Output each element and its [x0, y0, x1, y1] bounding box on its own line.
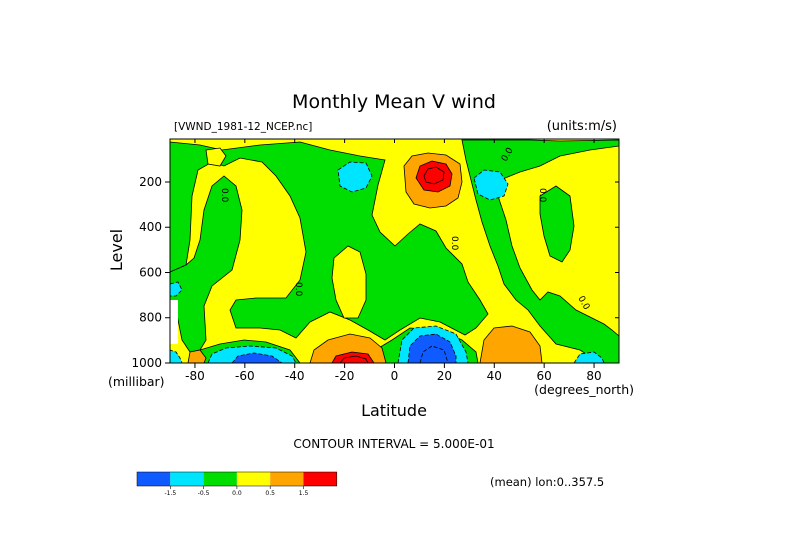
- zero-label: 0.0: [219, 188, 229, 203]
- legend-label: 1.5: [299, 490, 309, 497]
- cyan-edge-left-mid: [170, 281, 183, 297]
- y-axis-title: Level: [107, 229, 126, 271]
- file-label: [VWND_1981-12_NCEP.nc]: [174, 121, 312, 133]
- missing-data-patch: [170, 300, 178, 344]
- yellow-islands: [205, 147, 367, 319]
- green-left-lobe: [170, 175, 243, 353]
- orange-bottom-right: [479, 325, 543, 363]
- legend-swatch: [170, 472, 204, 486]
- y-tick-label: 1000: [131, 356, 162, 370]
- yellow-island-left: [205, 147, 227, 167]
- cyan-edge-left: [170, 349, 183, 363]
- x-axis: -80 -60 -40 -20 0 20 40 60 80: [185, 139, 602, 383]
- yellow-island-center: [331, 245, 367, 319]
- legend-swatch: [270, 472, 304, 486]
- x-tick-label: 0: [391, 369, 399, 383]
- x-tick-label: 60: [537, 369, 552, 383]
- legend-label: 0.0: [232, 490, 242, 497]
- color-legend: -1.5 -0.5 0.0 0.5 1.5: [136, 471, 338, 497]
- x-axis-title: Latitude: [361, 401, 427, 420]
- blue-regions: [231, 333, 457, 363]
- cyan-edge-right: [573, 351, 605, 363]
- units-label: (units:m/s): [547, 119, 617, 134]
- y-tick-label: 800: [139, 311, 162, 325]
- y-axis-units: (millibar): [108, 374, 165, 389]
- x-axis-units: (degrees_north): [534, 382, 634, 397]
- zero-label: 0.0: [449, 236, 459, 251]
- green-band-south: [170, 141, 489, 341]
- red-max-upper: [415, 160, 453, 193]
- mean-text: (mean) lon:0..357.5: [490, 475, 604, 489]
- legend-label: -1.5: [164, 490, 176, 497]
- cyan-north-upper: [473, 169, 509, 201]
- contour-red-lower-inner: [339, 355, 369, 363]
- zero-label: 0.0: [537, 188, 547, 203]
- blue-min-south: [231, 352, 283, 363]
- chart-title: Monthly Mean V wind: [292, 91, 496, 113]
- cyan-south-upper: [337, 161, 373, 193]
- x-tick-label: -60: [235, 369, 255, 383]
- x-tick-label: -40: [285, 369, 305, 383]
- legend-swatch: [303, 472, 337, 486]
- legend-swatch: [236, 472, 271, 486]
- red-regions: [331, 160, 453, 363]
- plot-area: [170, 139, 619, 363]
- legend-label: 0.5: [265, 490, 275, 497]
- contour-blue-inner: [419, 345, 449, 363]
- x-tick-label: 80: [586, 369, 601, 383]
- y-axis: 200 400 600 800 1000: [131, 175, 619, 370]
- x-tick-label: 20: [437, 369, 452, 383]
- blue-min-north: [407, 333, 457, 363]
- x-tick-label: -20: [335, 369, 355, 383]
- zero-label: 0.0: [293, 282, 303, 297]
- y-tick-label: 400: [139, 220, 162, 234]
- orange-edge-left: [187, 349, 207, 363]
- x-tick-label: -80: [185, 369, 205, 383]
- legend-swatch: [203, 472, 237, 486]
- green-right-band: [461, 139, 619, 363]
- contour-red-inner: [423, 166, 445, 185]
- legend-swatch: [137, 472, 171, 486]
- x-tick-label: 40: [487, 369, 502, 383]
- legend-label: -0.5: [198, 490, 210, 497]
- y-tick-label: 600: [139, 265, 162, 279]
- inner-contours: [339, 166, 449, 363]
- green-right-patch: [539, 185, 575, 263]
- contour-interval-text: CONTOUR INTERVAL = 5.000E-01: [293, 437, 494, 451]
- y-tick-label: 200: [139, 175, 162, 189]
